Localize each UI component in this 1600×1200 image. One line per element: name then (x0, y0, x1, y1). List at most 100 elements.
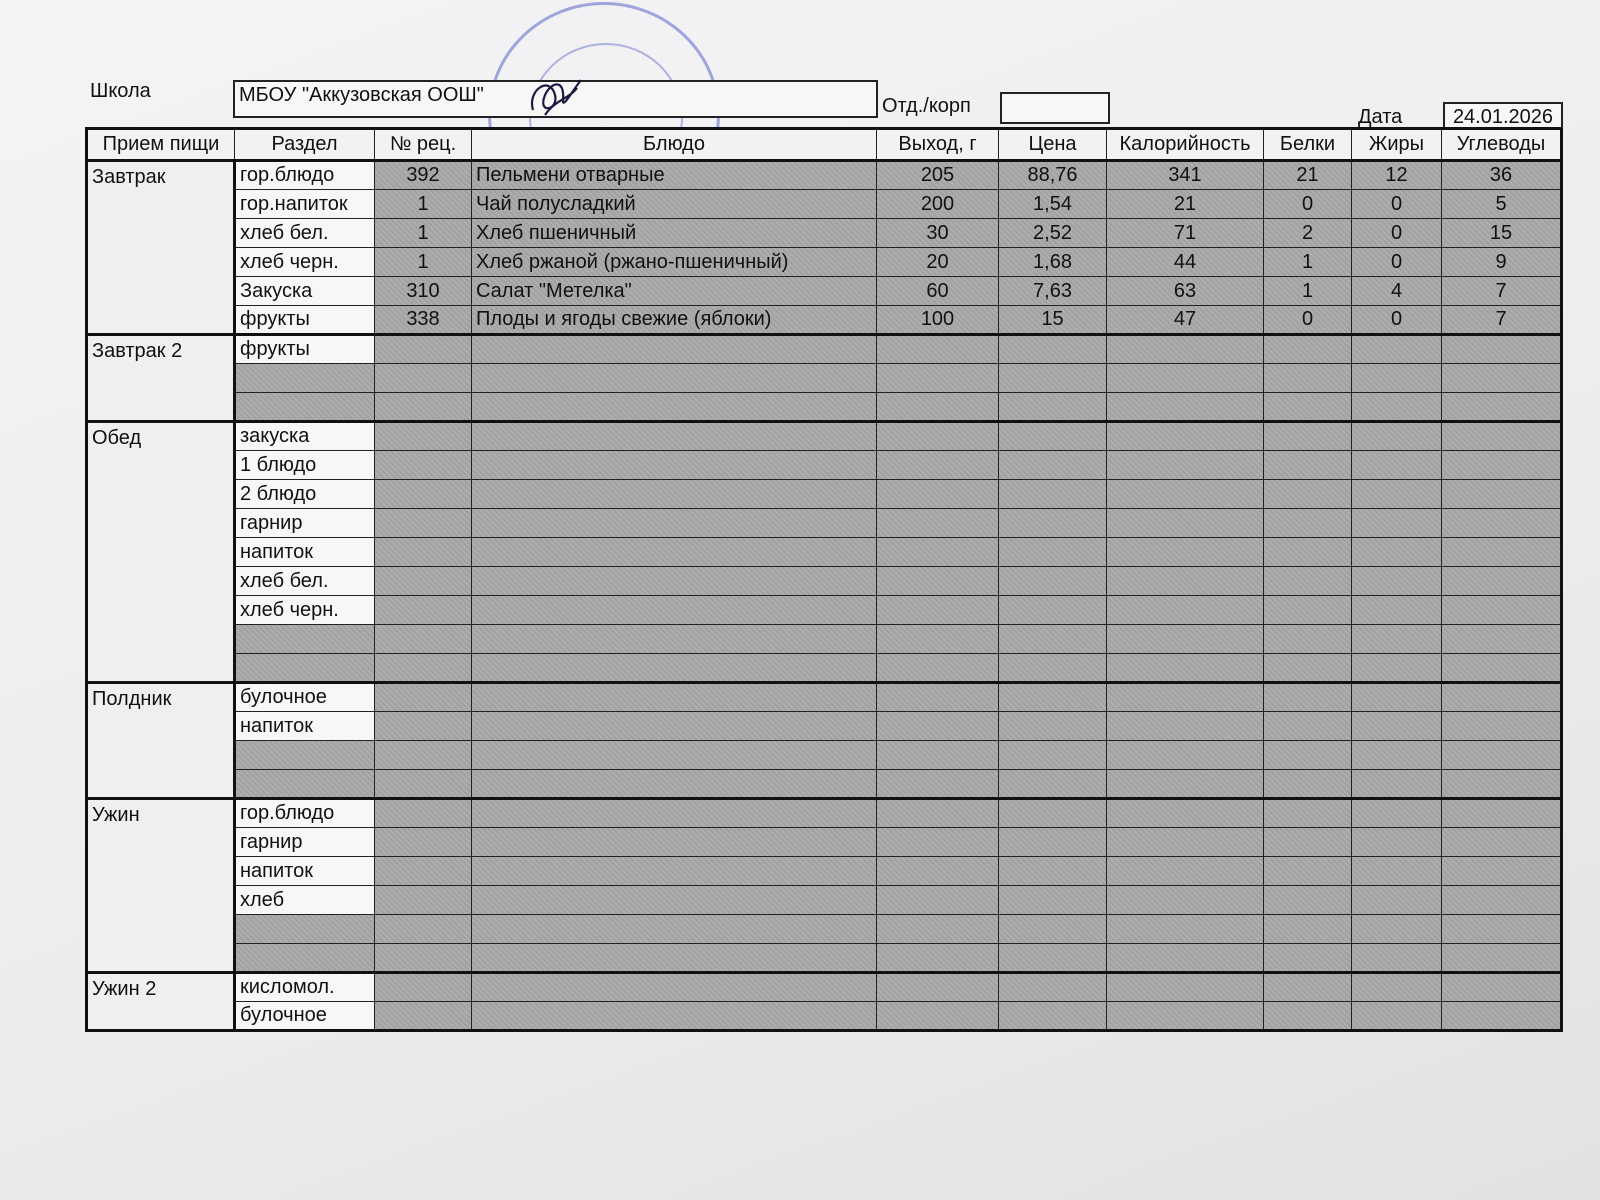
section-cell: хлеб бел. (234, 218, 375, 248)
section-cell: хлеб бел. (234, 566, 375, 596)
kcal-cell (1106, 479, 1264, 509)
table-row: напиток (87, 537, 1562, 567)
section-cell: фрукты (234, 305, 375, 335)
price-cell: 7,63 (998, 276, 1107, 306)
price-cell (998, 914, 1107, 944)
dish-cell (471, 711, 877, 741)
recipe-cell: 338 (374, 305, 472, 335)
table-row: Завтрак 2 фрукты (86, 333, 1562, 422)
dish-cell (471, 624, 877, 654)
section-cell (234, 943, 375, 973)
yield-cell: 30 (876, 218, 999, 248)
dish-cell: Хлеб пшеничный (471, 218, 877, 248)
dish-cell (471, 914, 877, 944)
fat-cell (1351, 914, 1442, 944)
meal-name: Обед (86, 420, 236, 683)
protein-cell (1263, 653, 1352, 683)
section-cell (234, 740, 375, 770)
kcal-cell (1106, 595, 1264, 625)
carbs-cell: 5 (1441, 189, 1562, 219)
section-cell: напиток (234, 711, 375, 741)
recipe-cell: 1 (374, 247, 472, 277)
price-cell (998, 885, 1107, 915)
recipe-cell (374, 681, 472, 712)
price-cell (998, 740, 1107, 770)
table-row: Завтрак гор.блюдо 392 Пельмени отварные 205 8… (86, 159, 1562, 335)
section-cell: гор.блюдо (234, 159, 375, 190)
protein-cell: 21 (1263, 159, 1352, 190)
recipe-cell (374, 392, 472, 422)
meal-name: Ужин 2 (86, 971, 236, 1031)
table-row: хлеб (87, 885, 1562, 915)
yield-cell (876, 479, 999, 509)
school-label: Школа (90, 80, 151, 102)
dish-cell (471, 537, 877, 567)
table-row: гарнир (87, 508, 1562, 538)
kcal-cell: 341 (1106, 159, 1264, 190)
kcal-cell: 71 (1106, 218, 1264, 248)
column-header-protein: Белки (1263, 128, 1352, 161)
yield-cell: 205 (876, 159, 999, 190)
dish-cell: Пельмени отварные (471, 159, 877, 190)
table-row: фрукты 338 Плоды и ягоды свежие (яблоки) 10… (87, 305, 1562, 335)
kcal-cell (1106, 566, 1264, 596)
section-cell (234, 914, 375, 944)
price-cell (998, 537, 1107, 567)
recipe-cell: 310 (374, 276, 472, 306)
recipe-cell (374, 797, 472, 828)
table-row: хлеб черн. 1 Хлеб ржаной (ржано-пшеничный)… (87, 247, 1562, 277)
column-header-dish: Блюдо (471, 128, 877, 161)
recipe-cell (374, 740, 472, 770)
protein-cell (1263, 479, 1352, 509)
protein-cell: 2 (1263, 218, 1352, 248)
dish-cell (471, 392, 877, 422)
carbs-cell (1441, 333, 1562, 364)
kcal-cell (1106, 624, 1264, 654)
dish-cell (471, 479, 877, 509)
recipe-cell (374, 827, 472, 857)
yield-cell (876, 971, 999, 1002)
protein-cell (1263, 508, 1352, 538)
recipe-cell (374, 624, 472, 654)
recipe-cell (374, 856, 472, 886)
fat-cell (1351, 1001, 1442, 1031)
recipe-cell (374, 450, 472, 480)
protein-cell (1263, 885, 1352, 915)
yield-cell (876, 624, 999, 654)
column-header-kcal: Калорийность (1106, 128, 1264, 161)
section-cell: булочное (234, 1001, 375, 1031)
dish-cell (471, 797, 877, 828)
section-cell: булочное (234, 681, 375, 712)
kcal-cell (1106, 885, 1264, 915)
table-row (87, 363, 1562, 393)
yield-cell (876, 333, 999, 364)
section-cell (234, 624, 375, 654)
carbs-cell (1441, 508, 1562, 538)
fat-cell (1351, 971, 1442, 1002)
price-cell (998, 333, 1107, 364)
table-row (87, 653, 1562, 683)
section-cell (234, 769, 375, 799)
carbs-cell (1441, 624, 1562, 654)
price-cell: 15 (998, 305, 1107, 335)
recipe-cell (374, 479, 472, 509)
table-header-row: Прием пищи Раздел № рец. Блюдо Выход, г Цена К… (86, 128, 1562, 161)
fat-cell (1351, 566, 1442, 596)
kcal-cell (1106, 711, 1264, 741)
kcal-cell (1106, 333, 1264, 364)
yield-cell (876, 537, 999, 567)
dish-cell (471, 827, 877, 857)
carbs-cell (1441, 566, 1562, 596)
price-cell (998, 624, 1107, 654)
table-row: хлеб бел. (87, 566, 1562, 596)
price-cell (998, 595, 1107, 625)
dish-cell (471, 681, 877, 712)
kcal-cell: 21 (1106, 189, 1264, 219)
carbs-cell: 15 (1441, 218, 1562, 248)
yield-cell: 20 (876, 247, 999, 277)
fat-cell (1351, 363, 1442, 393)
fat-cell (1351, 537, 1442, 567)
kcal-cell: 63 (1106, 276, 1264, 306)
protein-cell (1263, 856, 1352, 886)
table-row (87, 392, 1562, 422)
